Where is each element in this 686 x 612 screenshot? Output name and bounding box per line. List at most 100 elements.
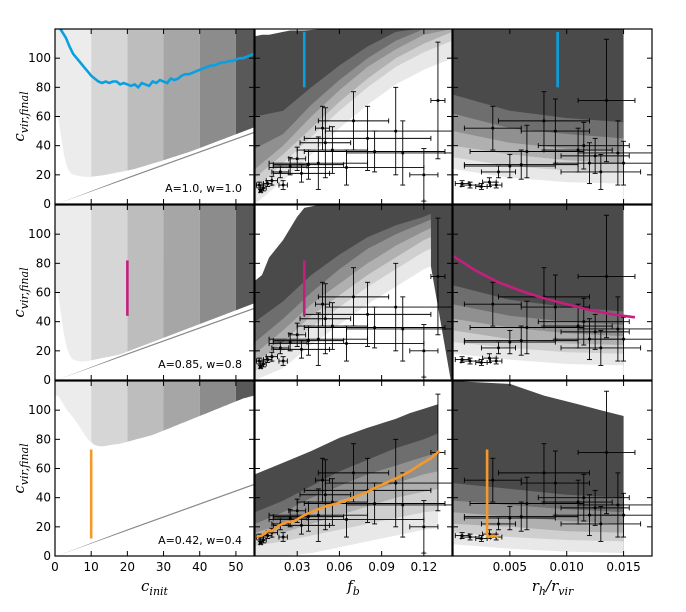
cinit-panel-1 xyxy=(55,29,254,204)
data-point xyxy=(525,502,529,505)
data-layer xyxy=(55,29,652,556)
data-point xyxy=(616,503,620,507)
data-point xyxy=(316,337,320,341)
x-axis-label-part: r xyxy=(532,577,540,595)
panel-annotation: A=0.85, w=0.8 xyxy=(158,358,242,371)
x-tick-label: 0 xyxy=(51,560,59,574)
x-tick-label: 10 xyxy=(84,560,99,574)
x-axis-label-main: c xyxy=(141,577,150,595)
fb-empty xyxy=(255,528,450,556)
data-point xyxy=(622,513,626,517)
data-point xyxy=(270,355,274,359)
axes-layer xyxy=(54,28,653,557)
data-point xyxy=(599,346,603,350)
y-axis-label-main: c xyxy=(10,133,28,142)
accent-curve xyxy=(256,450,441,539)
data-point xyxy=(519,163,523,167)
data-point xyxy=(330,148,334,152)
y-tick-label: 20 xyxy=(36,520,51,534)
y-tick-label: 100 xyxy=(28,51,51,65)
x-axis-label-main: f xyxy=(346,577,355,595)
data-point xyxy=(508,340,512,344)
y-tick-label: 40 xyxy=(36,139,51,153)
data-point xyxy=(323,317,327,321)
data-point xyxy=(491,302,495,306)
data-point xyxy=(373,150,377,153)
data-point xyxy=(553,481,557,485)
y-tick-label: 100 xyxy=(28,227,51,241)
data-point xyxy=(605,274,609,278)
fb-empty-right xyxy=(437,381,452,556)
data-point xyxy=(401,503,405,507)
data-point xyxy=(306,339,310,343)
x-axis-label-part: h xyxy=(539,585,546,598)
data-point xyxy=(330,500,334,504)
data-point xyxy=(616,151,620,155)
boundary-line xyxy=(55,303,254,380)
data-point xyxy=(316,513,320,517)
data-point xyxy=(479,537,483,540)
boundary-line xyxy=(55,479,254,556)
data-point xyxy=(288,164,292,168)
data-point xyxy=(257,359,261,363)
y-tick-label: 80 xyxy=(36,432,51,446)
data-point xyxy=(508,516,512,520)
data-point xyxy=(259,365,263,369)
data-point xyxy=(366,312,370,316)
data-point xyxy=(278,346,282,350)
data-point xyxy=(525,150,529,153)
cinit-band xyxy=(91,381,128,447)
rh-panel-3 xyxy=(453,381,624,556)
cinit-band xyxy=(199,381,236,416)
cinit-band xyxy=(127,381,164,442)
y-tick-label: 20 xyxy=(36,168,51,182)
cinit-band xyxy=(199,29,236,149)
data-point xyxy=(261,186,265,190)
data-point xyxy=(330,324,334,328)
data-point xyxy=(344,342,348,346)
cinit-band xyxy=(91,205,128,361)
y-axis-label-main: c xyxy=(10,309,28,318)
data-point xyxy=(494,359,498,363)
data-point xyxy=(261,362,265,366)
data-point xyxy=(344,518,348,522)
x-tick-label: 0.03 xyxy=(284,560,311,574)
observations xyxy=(454,390,652,542)
cinit-band xyxy=(55,29,92,177)
data-point xyxy=(299,523,303,527)
data-point xyxy=(542,119,546,123)
data-point xyxy=(519,515,523,519)
data-point xyxy=(288,340,292,344)
data-point xyxy=(316,161,320,165)
data-point xyxy=(344,166,348,170)
data-point xyxy=(373,326,377,329)
data-point xyxy=(278,170,282,174)
data-point xyxy=(321,126,325,130)
y-tick-label: 0 xyxy=(43,197,51,211)
data-point xyxy=(496,170,500,174)
data-point xyxy=(266,358,270,362)
cinit-band xyxy=(127,29,164,171)
data-point xyxy=(299,347,303,351)
data-point xyxy=(373,502,377,505)
data-point xyxy=(281,359,285,363)
x-tick-label: 40 xyxy=(192,560,207,574)
data-point xyxy=(266,534,270,538)
data-point xyxy=(479,185,483,188)
cinit-band xyxy=(235,381,254,402)
data-point xyxy=(622,161,626,165)
data-point xyxy=(257,183,261,187)
data-point xyxy=(553,305,557,309)
data-point xyxy=(496,522,500,526)
observations xyxy=(454,214,652,366)
data-point xyxy=(491,478,495,482)
fb-empty xyxy=(255,266,451,380)
data-point xyxy=(266,182,270,186)
data-point xyxy=(306,515,310,519)
data-point xyxy=(281,535,285,539)
data-point xyxy=(479,361,483,364)
x-axis-label-part: / xyxy=(544,577,553,595)
x-tick-label: 0.010 xyxy=(550,560,584,574)
x-axis-label-fb: fb xyxy=(346,577,360,598)
data-point xyxy=(605,450,609,454)
